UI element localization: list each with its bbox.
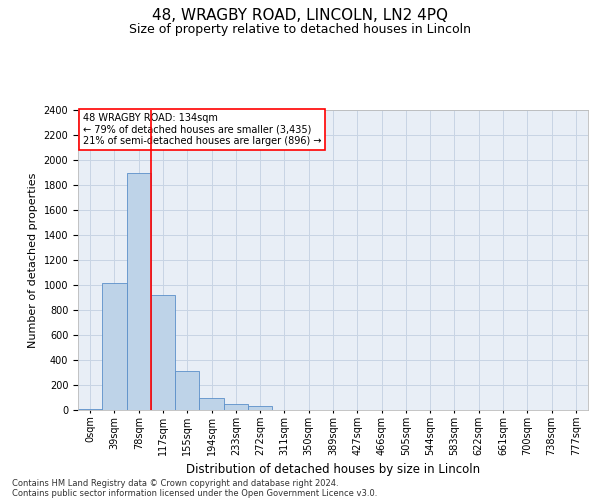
Text: Contains public sector information licensed under the Open Government Licence v3: Contains public sector information licen… <box>12 488 377 498</box>
Bar <box>248 406 272 410</box>
Text: Size of property relative to detached houses in Lincoln: Size of property relative to detached ho… <box>129 22 471 36</box>
X-axis label: Distribution of detached houses by size in Lincoln: Distribution of detached houses by size … <box>186 464 480 476</box>
Bar <box>127 172 151 410</box>
Text: 48 WRAGBY ROAD: 134sqm
← 79% of detached houses are smaller (3,435)
21% of semi-: 48 WRAGBY ROAD: 134sqm ← 79% of detached… <box>83 113 322 146</box>
Y-axis label: Number of detached properties: Number of detached properties <box>28 172 38 348</box>
Bar <box>175 371 199 410</box>
Text: 48, WRAGBY ROAD, LINCOLN, LN2 4PQ: 48, WRAGBY ROAD, LINCOLN, LN2 4PQ <box>152 8 448 22</box>
Bar <box>78 409 102 410</box>
Bar <box>199 398 224 410</box>
Bar <box>151 295 175 410</box>
Bar <box>102 282 127 410</box>
Text: Contains HM Land Registry data © Crown copyright and database right 2024.: Contains HM Land Registry data © Crown c… <box>12 478 338 488</box>
Bar <box>224 404 248 410</box>
